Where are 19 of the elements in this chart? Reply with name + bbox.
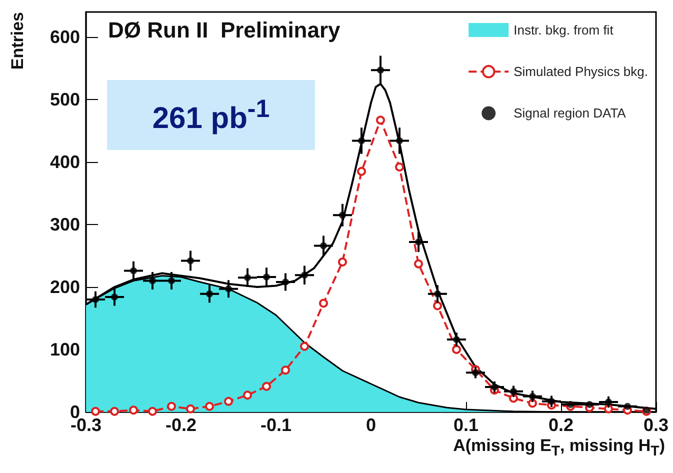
y-tick-label: 600: [50, 27, 80, 47]
x-tick-label: 0: [366, 415, 376, 435]
y-axis-title: Entries: [8, 12, 28, 70]
x-tick-label: -0.1: [260, 415, 292, 435]
chart-title: DØ Run II Preliminary: [108, 18, 342, 42]
y-tick-label: 400: [50, 152, 80, 172]
y-tick-label: 200: [50, 277, 80, 297]
x-tick-label: 0.2: [548, 415, 574, 435]
x-axis-title: A(missing E$_{T}$, missing H$_{T}$): [453, 436, 665, 460]
legend-label: Instr. bkg. from fit: [514, 22, 614, 38]
y-tick-label: 300: [50, 214, 80, 234]
x-tick-label: -0.2: [165, 415, 197, 435]
x-tick-label: 0.3: [643, 415, 669, 435]
x-tick-label: 0.1: [453, 415, 479, 435]
legend-label: Simulated Physics bkg.: [514, 64, 648, 80]
legend-label: Signal region DATA: [514, 106, 626, 121]
annotation: 261 pb$^{-1}$: [152, 94, 270, 136]
y-tick-label: 500: [50, 90, 80, 110]
y-tick-label: 100: [50, 340, 80, 360]
